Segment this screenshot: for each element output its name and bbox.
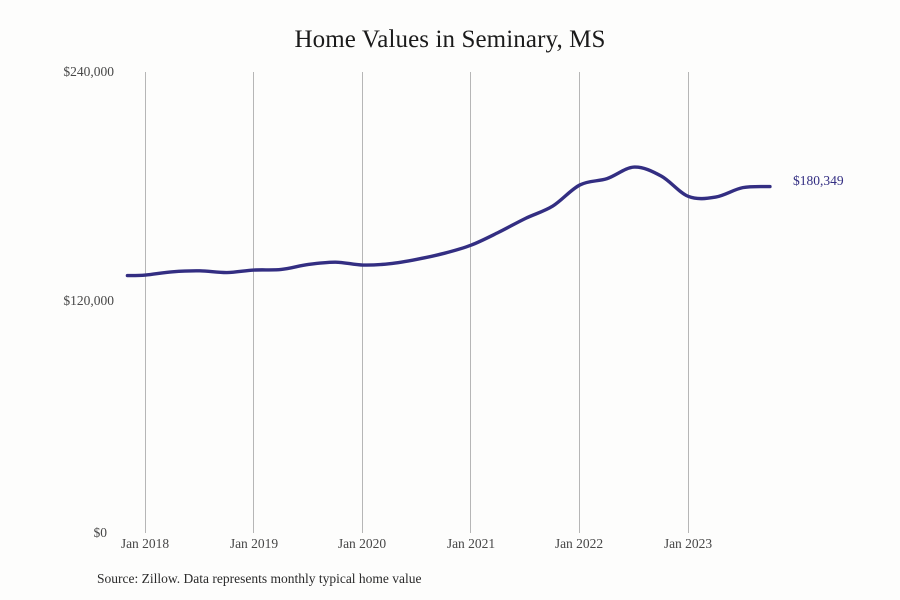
end-value-annotation: $180,349 (793, 173, 844, 188)
x-axis-label-jan-2020: Jan 2020 (337, 536, 387, 551)
y-axis-label-0: $0 (93, 525, 108, 540)
x-axis-label-jan-2019: Jan 2019 (229, 536, 279, 551)
home-value-series-line (125, 165, 772, 278)
chart-title: Home Values in Seminary, MS (294, 26, 606, 53)
source-note: Source: Zillow. Data represents monthly … (97, 571, 422, 586)
x-axis-label-jan-2018: Jan 2018 (120, 536, 170, 551)
y-axis-label-240000: $240,000 (63, 64, 114, 79)
x-axis-label-jan-2021: Jan 2021 (446, 536, 496, 551)
gridlines (145, 72, 689, 533)
y-axis-label-120000: $120,000 (63, 293, 114, 308)
x-axis-label-jan-2023: Jan 2023 (663, 536, 713, 551)
x-axis-label-jan-2022: Jan 2022 (554, 536, 604, 551)
